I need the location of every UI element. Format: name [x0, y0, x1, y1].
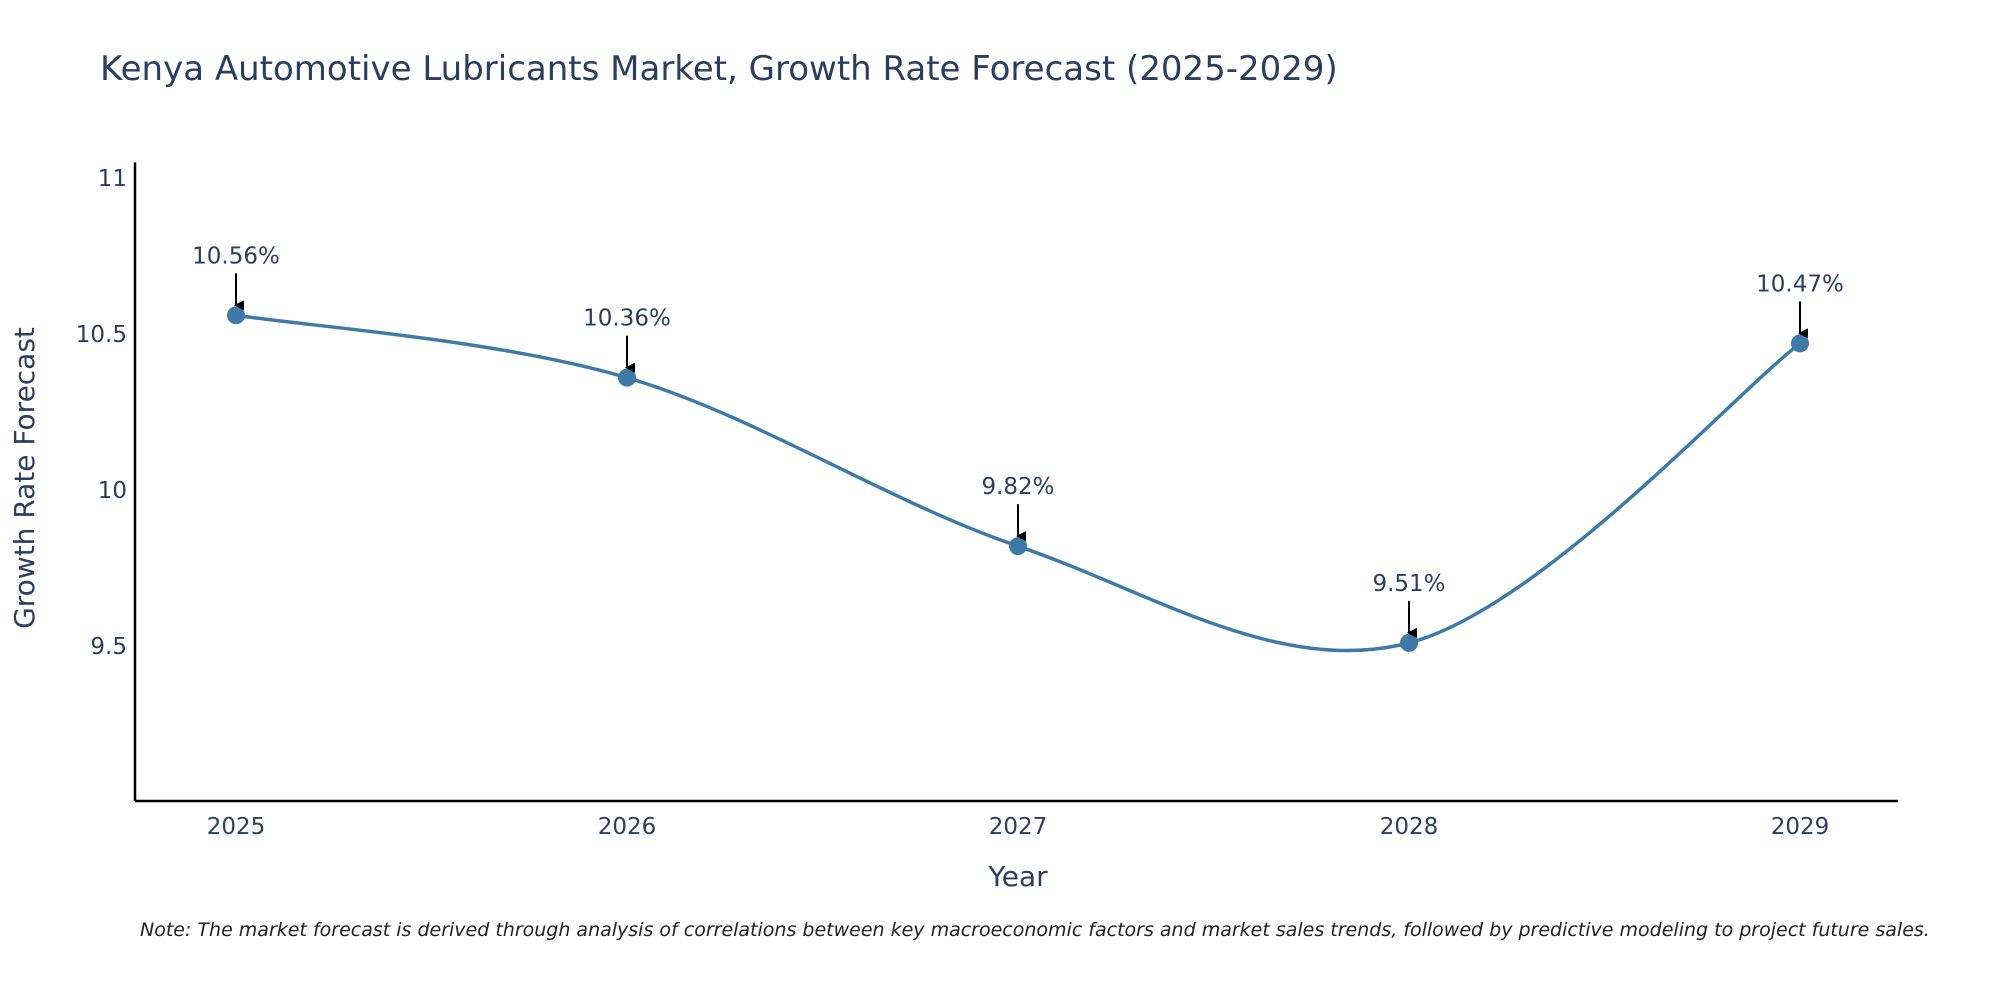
- x-tick-label: 2029: [1771, 814, 1830, 840]
- data-point-2027: [1009, 537, 1027, 556]
- data-label-2026: 10.36%: [583, 306, 671, 332]
- y-tick-label: 10.5: [76, 322, 127, 348]
- data-labels: 10.56% 10.36% 9.82% 9.51% 10.47%: [192, 243, 1844, 638]
- x-tick-label: 2026: [598, 814, 657, 840]
- growth-rate-line: [235, 313, 1802, 653]
- methodology-note: Note: The market forecast is derived thr…: [140, 919, 1930, 941]
- x-tick-label: 2028: [1380, 814, 1439, 840]
- y-tick-label: 9.5: [90, 634, 127, 660]
- data-point-2025: [227, 306, 245, 325]
- data-points: [227, 306, 1809, 652]
- data-label-2025: 10.56%: [192, 243, 280, 269]
- data-label-2027: 9.82%: [981, 474, 1054, 500]
- data-point-2026: [618, 368, 636, 387]
- y-tick-label: 11: [98, 166, 127, 192]
- x-axis-ticks: 2025 2026 2027 2028 2029: [207, 814, 1830, 840]
- data-label-2029: 10.47%: [1756, 271, 1844, 297]
- data-label-2028: 9.51%: [1372, 571, 1445, 597]
- chart-title: Kenya Automotive Lubricants Market, Grow…: [100, 49, 1338, 89]
- y-axis-ticks: 9.5 10 10.5 11: [76, 166, 127, 660]
- data-point-2029: [1791, 334, 1809, 353]
- data-point-2028: [1400, 633, 1418, 652]
- y-axis-title: Growth Rate Forecast: [8, 327, 41, 629]
- x-tick-label: 2027: [989, 814, 1048, 840]
- x-axis-title: Year: [987, 860, 1048, 893]
- y-tick-label: 10: [98, 478, 127, 504]
- x-tick-label: 2025: [207, 814, 266, 840]
